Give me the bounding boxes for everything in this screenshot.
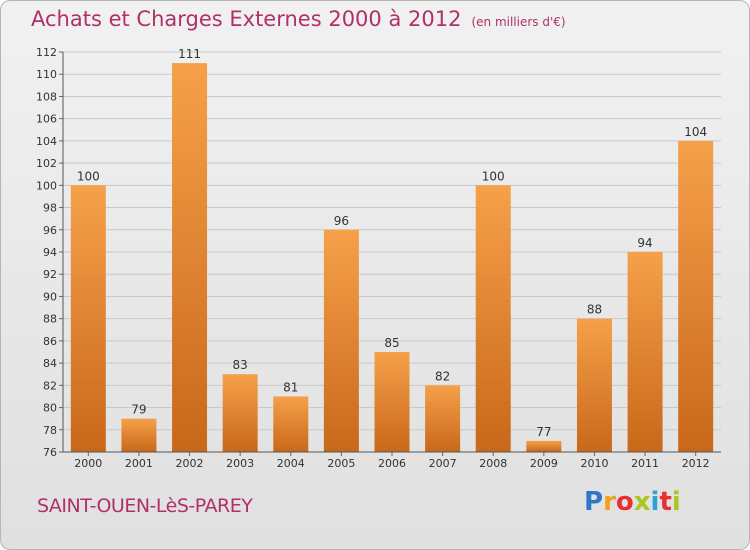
x-tick-label: 2010 [580, 457, 608, 470]
bar-2002 [172, 63, 208, 452]
value-label: 100 [482, 169, 505, 183]
bar-2010 [576, 318, 612, 452]
y-tick-label: 82 [43, 379, 57, 392]
x-tick-label: 2008 [479, 457, 507, 470]
bar-2007 [425, 385, 461, 452]
value-label: 79 [131, 403, 146, 417]
value-label: 83 [233, 358, 248, 372]
bar-2008 [475, 185, 511, 453]
x-tick-label: 2002 [176, 457, 204, 470]
bar-2001 [121, 418, 157, 452]
proxiti-logo: Proxiti [584, 487, 681, 517]
value-label: 111 [178, 47, 201, 61]
logo-letter: t [659, 487, 672, 517]
chart-subtitle: (en milliers d'€) [471, 15, 566, 29]
bar-2009 [526, 440, 562, 452]
value-label: 82 [435, 369, 450, 383]
y-tick-label: 106 [36, 113, 57, 126]
y-tick-label: 98 [43, 202, 57, 215]
x-axis-ticks: 2000 2001 2002 2003 2004 2005 2006 2007 2008 2009… [74, 452, 710, 470]
y-tick-label: 108 [36, 90, 57, 103]
y-tick-label: 104 [36, 135, 57, 148]
bar-2004 [273, 396, 309, 452]
bar-2011 [627, 252, 663, 452]
commune-name: SAINT-OUEN-LèS-PAREY [37, 495, 253, 517]
x-tick-label: 2007 [429, 457, 457, 470]
y-tick-label: 86 [43, 335, 57, 348]
x-tick-label: 2000 [74, 457, 102, 470]
logo-letter: i [671, 487, 681, 517]
value-label: 94 [637, 236, 652, 250]
y-axis-ticks: 76 78 80 82 84 86 88 90 92 94 96 98 100 102 104 106 108 1… [36, 46, 63, 459]
chart-title-block: Achats et Charges Externes 2000 à 2012 (e… [31, 7, 566, 31]
y-tick-label: 84 [43, 357, 57, 370]
x-tick-label: 2005 [327, 457, 355, 470]
value-labels: 100 79 111 83 81 96 85 82 100 77 88 94 104 [77, 47, 707, 439]
logo-letter: r [603, 487, 616, 517]
x-tick-label: 2006 [378, 457, 406, 470]
y-tick-label: 78 [43, 424, 57, 437]
logo-letter: x [633, 487, 651, 517]
x-tick-label: 2004 [277, 457, 305, 470]
y-tick-label: 102 [36, 157, 57, 170]
bar-2003 [222, 374, 258, 452]
x-tick-label: 2009 [530, 457, 558, 470]
value-label: 88 [587, 303, 602, 317]
bar-2005 [323, 229, 359, 452]
bar-2000 [70, 185, 106, 453]
x-tick-label: 2012 [682, 457, 710, 470]
y-tick-label: 110 [36, 68, 57, 81]
y-tick-label: 76 [43, 446, 57, 459]
bars [70, 63, 714, 453]
y-tick-label: 90 [43, 290, 57, 303]
y-tick-label: 80 [43, 402, 57, 415]
y-tick-label: 100 [36, 179, 57, 192]
y-tick-label: 88 [43, 313, 57, 326]
value-label: 96 [334, 214, 349, 228]
x-tick-label: 2001 [125, 457, 153, 470]
x-tick-label: 2003 [226, 457, 254, 470]
bar-2012 [678, 140, 714, 452]
x-tick-label: 2011 [631, 457, 659, 470]
logo-letter: P [584, 487, 604, 517]
logo-letter: i [650, 487, 660, 517]
value-label: 85 [384, 336, 399, 350]
value-label: 100 [77, 169, 100, 183]
y-tick-label: 96 [43, 224, 57, 237]
value-label: 77 [536, 425, 551, 439]
y-tick-label: 112 [36, 46, 57, 59]
logo-letter: o [615, 487, 634, 517]
y-tick-label: 94 [43, 246, 57, 259]
bar-2006 [374, 352, 410, 452]
y-tick-label: 92 [43, 268, 57, 281]
value-label: 104 [684, 125, 707, 139]
chart-title: Achats et Charges Externes 2000 à 2012 [31, 7, 462, 31]
value-label: 81 [283, 380, 298, 394]
